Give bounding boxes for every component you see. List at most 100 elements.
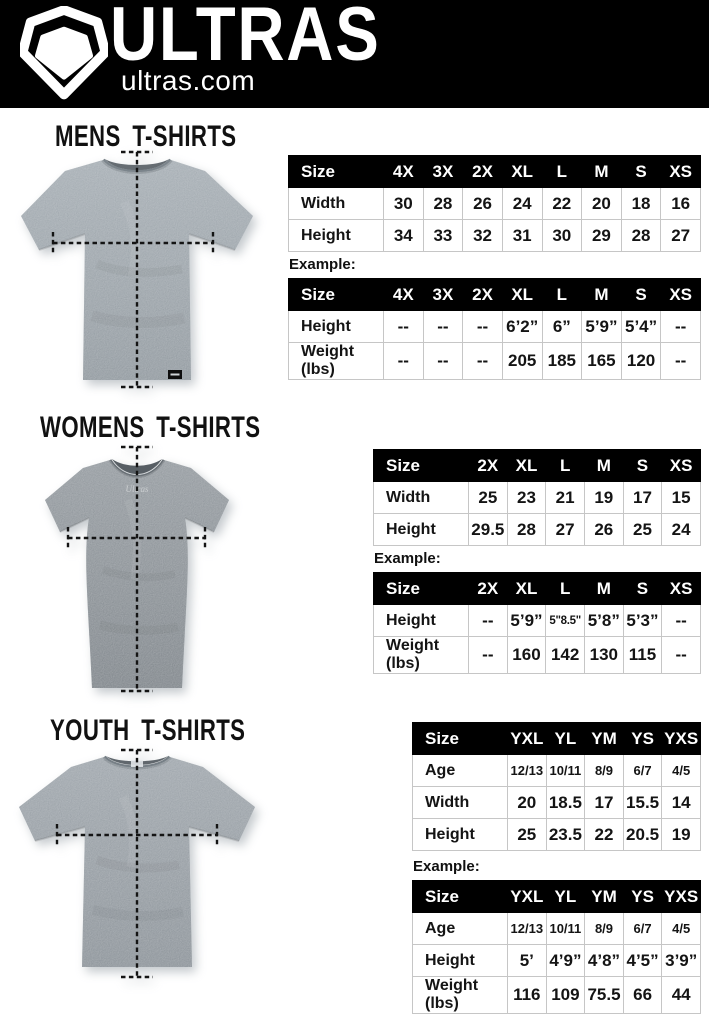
- cell-value: 14: [661, 786, 701, 819]
- cell-value: 6”: [541, 310, 583, 343]
- table-row: Height 34 33 32 31 30 29 28 27: [288, 219, 701, 252]
- cell-value: 25: [507, 818, 547, 851]
- cell-value: 6/7: [622, 754, 663, 787]
- youth-example-table: Size YXL YL YM YS YXS Age 12/13 10/11 8/9 6/7 4/5 He…: [412, 880, 701, 1014]
- size-column-header: 2X: [468, 572, 508, 605]
- table-row: Age 12/13 10/11 8/9 6/7 4/5: [412, 912, 701, 945]
- cell-value: 27: [660, 219, 701, 252]
- cell-value: 18: [620, 187, 662, 220]
- row-label: Weight (lbs): [412, 976, 508, 1014]
- cell-value: 27: [545, 513, 585, 546]
- size-column-header: YS: [622, 722, 663, 755]
- size-column-header: S: [622, 449, 663, 482]
- cell-value: 8/9: [584, 754, 624, 787]
- mens-tshirt-image: [21, 150, 253, 389]
- womens-tshirt-image: Ultras: [45, 445, 229, 693]
- size-column-header: S: [620, 155, 662, 188]
- row-label: Weight (lbs): [373, 636, 469, 674]
- cell-value: 3’9”: [661, 944, 701, 977]
- cell-value: 5’8”: [583, 604, 624, 637]
- row-label: Width: [412, 786, 508, 819]
- table-row: Height -- -- -- 6’2” 6” 5’9” 5’4” --: [288, 310, 701, 343]
- cell-value: 5’: [507, 944, 547, 977]
- cell-value: 17: [622, 481, 663, 514]
- cell-value: 23.5: [545, 818, 586, 851]
- cell-value: 115: [622, 636, 663, 674]
- cell-value: --: [422, 342, 464, 380]
- size-column-header: 4X: [383, 155, 424, 188]
- table-row: Weight (lbs) -- 160 142 130 115 --: [373, 636, 701, 674]
- cell-value: 6/7: [622, 912, 663, 945]
- size-label-header: Size: [288, 155, 384, 188]
- cell-value: 29.5: [468, 513, 508, 546]
- table-row: Width 30 28 26 24 22 20 18 16: [288, 187, 701, 220]
- cell-value: 22: [584, 818, 624, 851]
- cell-value: 116: [507, 976, 547, 1014]
- size-column-header: S: [622, 572, 663, 605]
- size-column-header: S: [620, 278, 662, 311]
- cell-value: 28: [506, 513, 547, 546]
- cell-value: 26: [583, 513, 624, 546]
- row-label: Height: [412, 944, 508, 977]
- cell-value: 30: [383, 187, 424, 220]
- row-label: Weight (lbs): [288, 342, 384, 380]
- header-row: Size YXL YL YM YS YXS: [412, 880, 701, 913]
- cell-value: 130: [583, 636, 624, 674]
- size-column-header: YM: [584, 722, 624, 755]
- row-label: Height: [412, 818, 508, 851]
- mens-size-table: Size 4X 3X 2X XL L M S XS Width 30 28 26 24 22 20 18 16 He…: [288, 155, 701, 252]
- size-column-header: YL: [545, 880, 586, 913]
- cell-value: 20: [507, 786, 547, 819]
- site-header: ULTRAS ultras.com: [0, 0, 709, 108]
- header-row: Size 2X XL L M S XS: [373, 572, 701, 605]
- row-label: Age: [412, 754, 508, 787]
- size-column-header: 4X: [383, 278, 424, 311]
- cell-value: 66: [622, 976, 663, 1014]
- size-column-header: L: [541, 155, 583, 188]
- size-column-header: L: [545, 449, 585, 482]
- cell-value: 5’3”: [622, 604, 663, 637]
- cell-value: 33: [422, 219, 464, 252]
- table-row: Height 25 23.5 22 20.5 19: [412, 818, 701, 851]
- size-column-header: XL: [501, 278, 543, 311]
- row-label: Age: [412, 912, 508, 945]
- cell-value: 5’4”: [620, 310, 662, 343]
- table-row: Height -- 5’9” 5"8.5" 5’8” 5’3” --: [373, 604, 701, 637]
- cell-value: 160: [506, 636, 547, 674]
- header-row: Size YXL YL YM YS YXS: [412, 722, 701, 755]
- mens-section-title: MENS T-SHIRTS: [55, 120, 237, 153]
- cell-value: --: [661, 604, 701, 637]
- cell-value: 142: [545, 636, 585, 674]
- size-column-header: YS: [622, 880, 663, 913]
- cell-value: 185: [541, 342, 583, 380]
- cell-value: 28: [620, 219, 662, 252]
- cell-value: 4’5”: [622, 944, 663, 977]
- size-column-header: 2X: [462, 278, 503, 311]
- cell-value: 120: [620, 342, 662, 380]
- mens-example-table: Size 4X 3X 2X XL L M S XS Height -- -- -- 6’2” 6” 5’9” 5…: [288, 278, 701, 380]
- cell-value: 29: [581, 219, 622, 252]
- cell-value: 8/9: [584, 912, 624, 945]
- cell-value: 23: [506, 481, 547, 514]
- size-column-header: L: [541, 278, 583, 311]
- size-column-header: XS: [660, 278, 701, 311]
- cell-value: 26: [462, 187, 503, 220]
- header-row: Size 4X 3X 2X XL L M S XS: [288, 155, 701, 188]
- cell-value: 75.5: [584, 976, 624, 1014]
- size-column-header: 2X: [468, 449, 508, 482]
- cell-value: 20.5: [622, 818, 663, 851]
- cell-value: 44: [661, 976, 701, 1014]
- header-row: Size 2X XL L M S XS: [373, 449, 701, 482]
- row-label: Width: [373, 481, 469, 514]
- cell-value: 6’2”: [501, 310, 543, 343]
- ultras-pentagon-logo-icon: [20, 6, 108, 100]
- size-column-header: YXL: [507, 880, 547, 913]
- cell-value: 4’9”: [545, 944, 586, 977]
- brand-title: ULTRAS: [110, 0, 381, 77]
- cell-value: 5’9”: [506, 604, 547, 637]
- cell-value: 109: [545, 976, 586, 1014]
- cell-value: 19: [661, 818, 701, 851]
- cell-value: 32: [462, 219, 503, 252]
- cell-value: --: [468, 604, 508, 637]
- size-column-header: M: [583, 572, 624, 605]
